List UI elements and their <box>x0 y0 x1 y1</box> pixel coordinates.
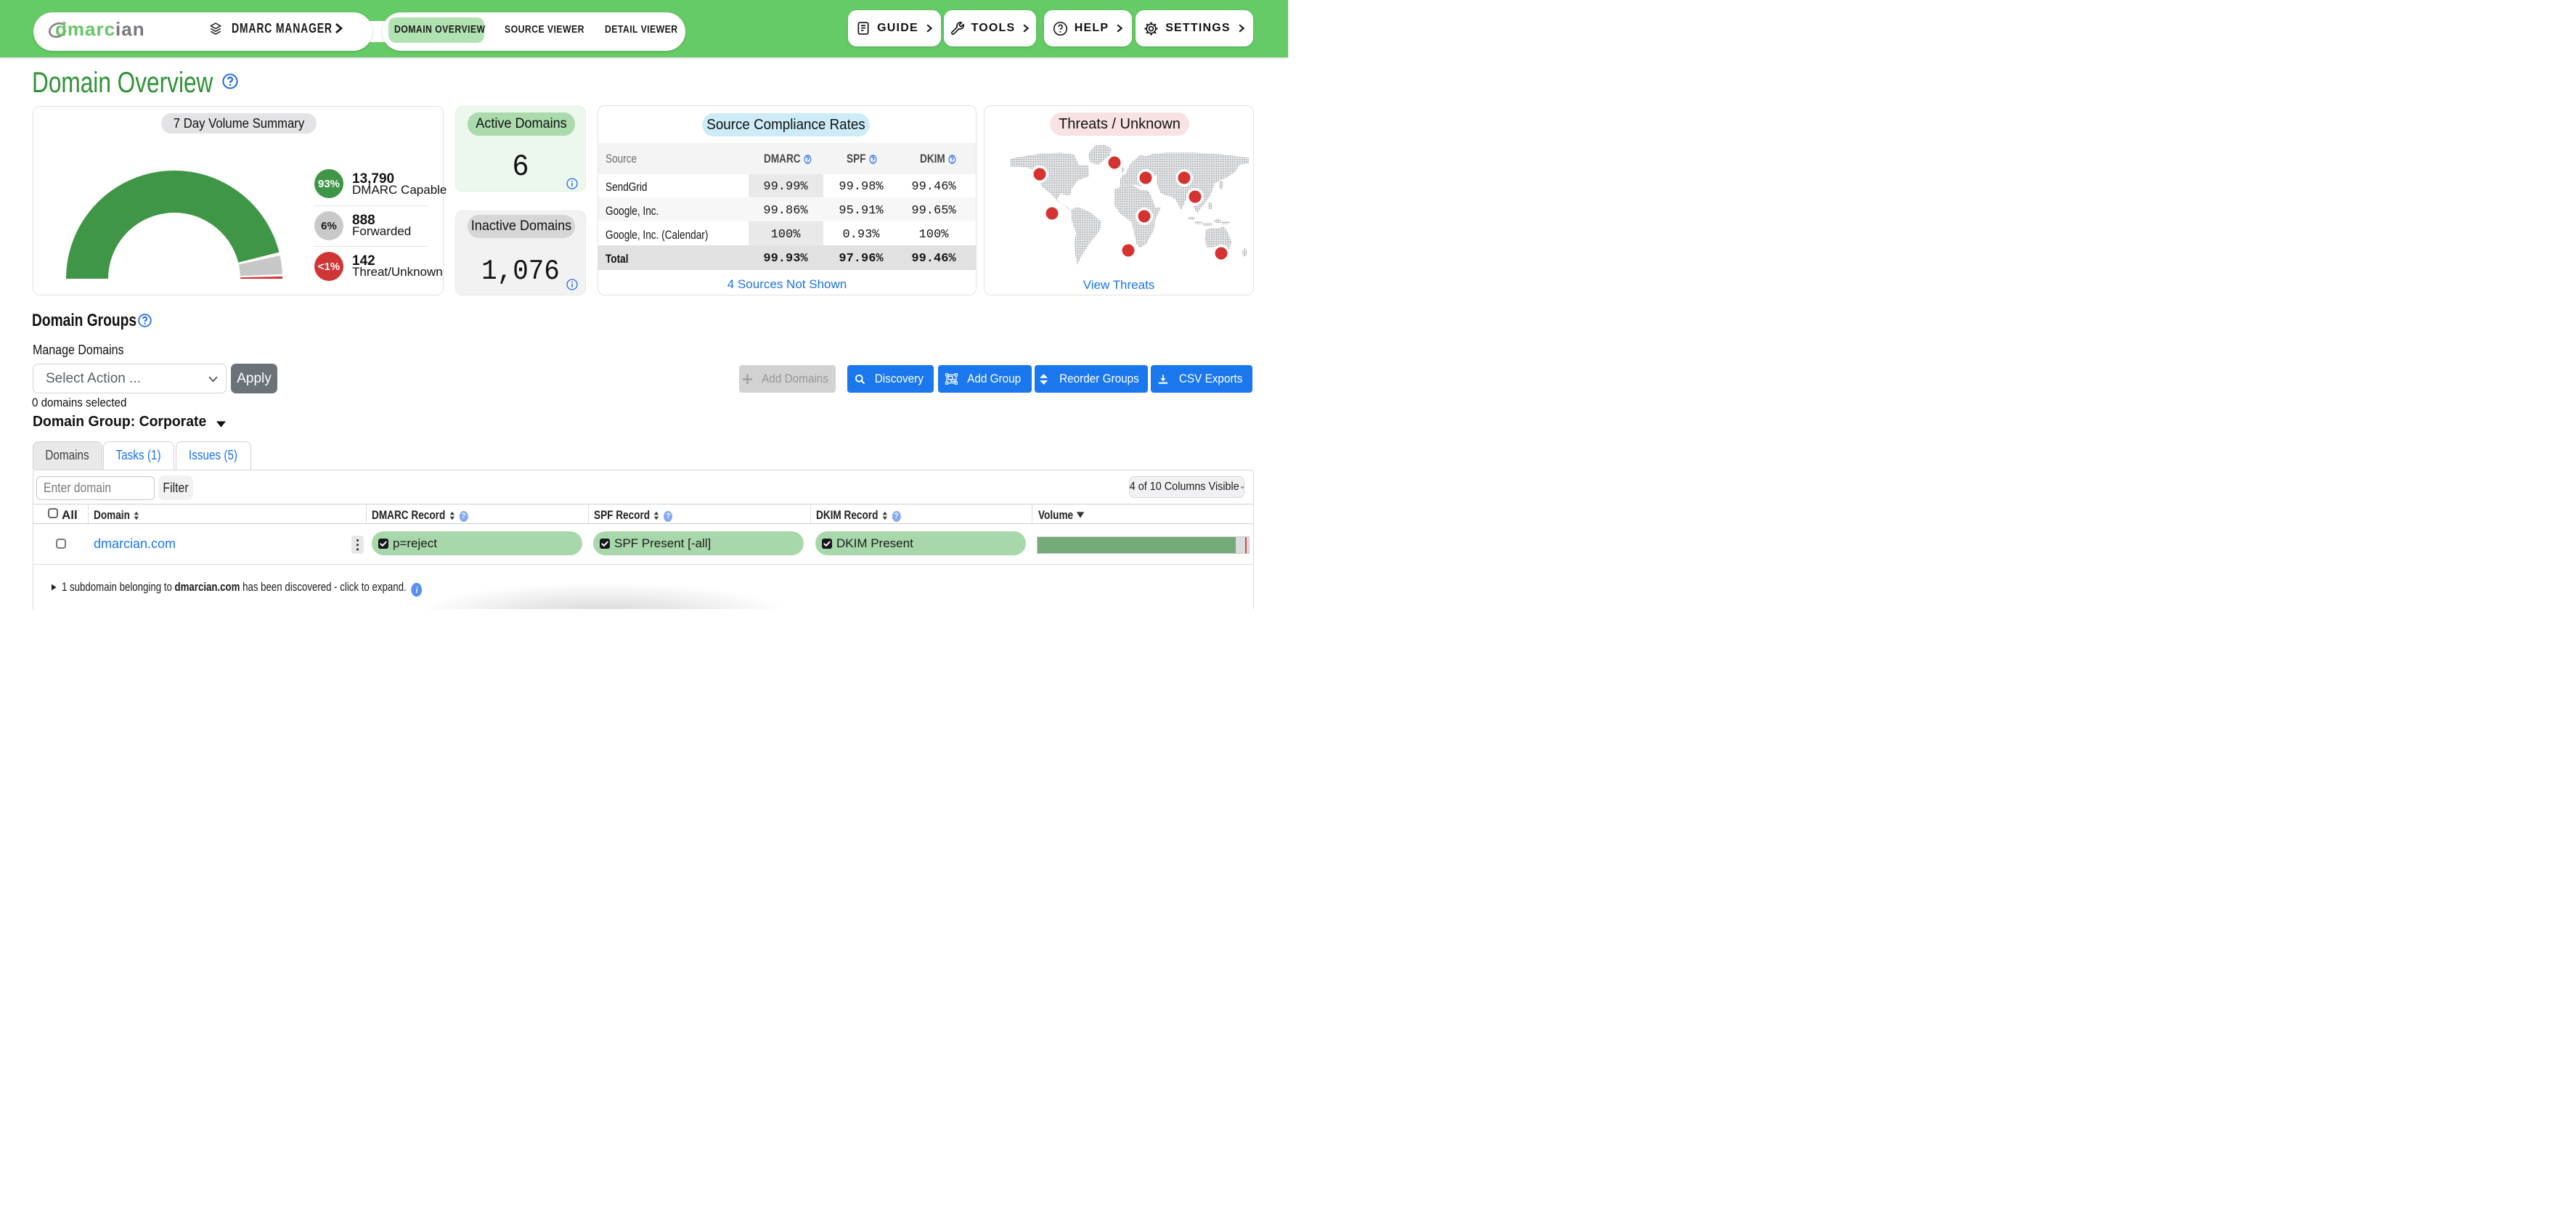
svg-text:dmarcian: dmarcian <box>55 18 145 40</box>
